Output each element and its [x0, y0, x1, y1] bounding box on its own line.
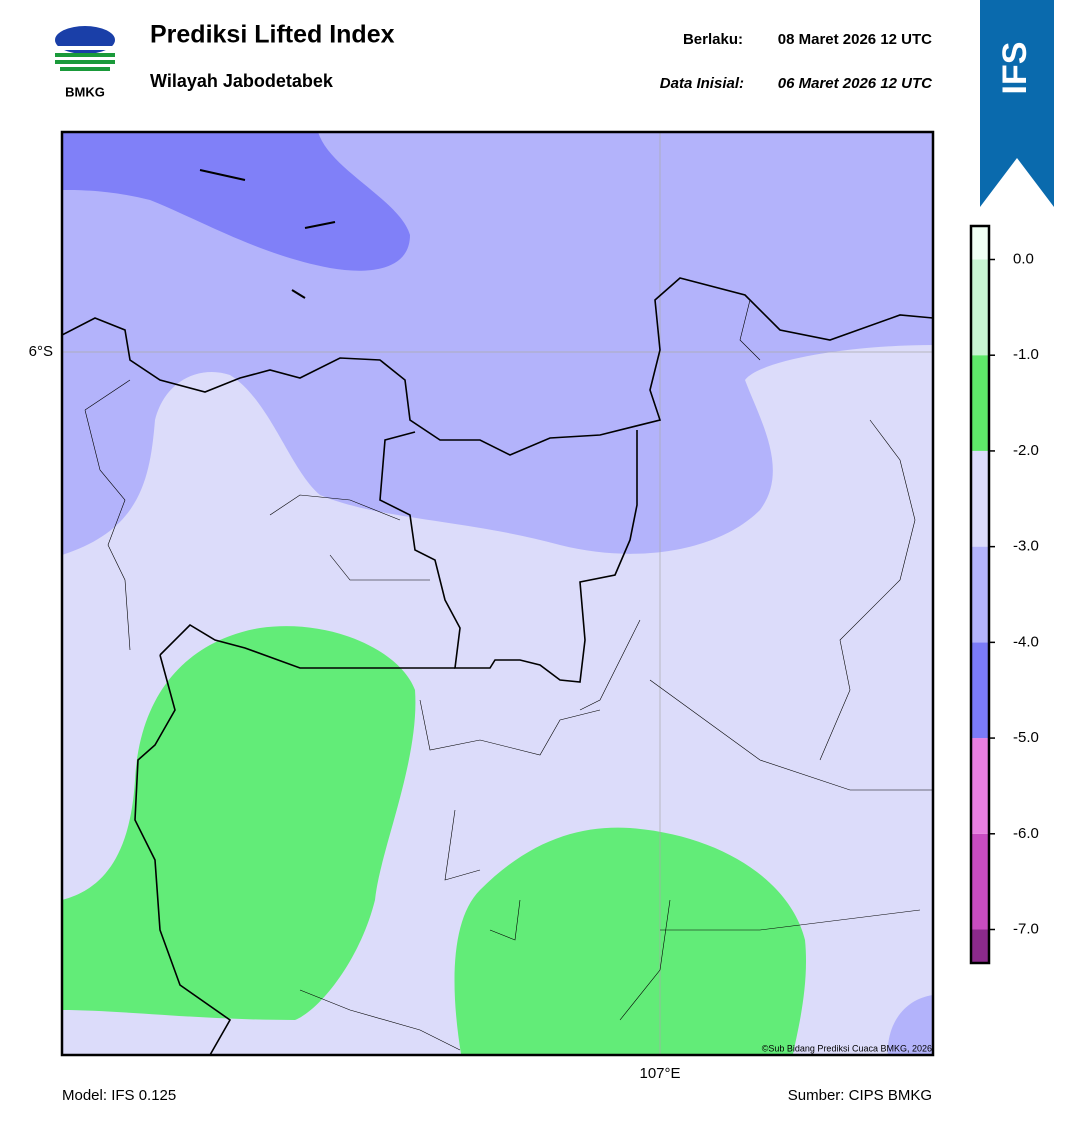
logo: BMKG: [55, 26, 115, 99]
init-label: Data Inisial:: [660, 75, 744, 92]
title: Prediksi Lifted Index: [150, 21, 395, 49]
credit: ©Sub Bidang Prediksi Cuaca BMKG, 2026: [762, 1043, 932, 1053]
footer-source: Sumber: CIPS BMKG: [788, 1087, 932, 1104]
badge: [980, 0, 1054, 207]
map: [62, 132, 933, 1055]
colorbar-tick-label: -3.0: [1013, 538, 1039, 555]
lat-label: 6°S: [29, 343, 53, 360]
valid-time: 08 Maret 2026 12 UTC: [778, 31, 932, 48]
map-frame: [60, 130, 935, 1057]
colorbar-tick-label: 0.0: [1013, 250, 1034, 267]
badge-text: IFS: [996, 42, 1034, 95]
init-time: 06 Maret 2026 12 UTC: [778, 75, 933, 92]
colorbar-segment: [971, 355, 989, 451]
colorbar-tick-label: -1.0: [1013, 346, 1039, 363]
footer-model: Model: IFS 0.125: [62, 1087, 176, 1104]
colorbar-tick-label: -4.0: [1013, 633, 1039, 650]
colorbar-frame: [969, 224, 991, 965]
colorbar-tick-label: -5.0: [1013, 729, 1039, 746]
valid-label: Berlaku:: [683, 31, 743, 48]
colorbar-segment: [971, 259, 989, 356]
colorbar-segment: [971, 546, 989, 643]
colorbar-segment: [971, 738, 989, 834]
colorbar-tick-label: -6.0: [1013, 825, 1039, 842]
colorbar-tick-label: -2.0: [1013, 442, 1039, 459]
subtitle: Wilayah Jabodetabek: [150, 71, 334, 91]
logo-text: BMKG: [65, 84, 105, 99]
lon-label: 107°E: [639, 1065, 680, 1082]
colorbar-segment: [971, 642, 989, 739]
colorbar-segment: [971, 226, 989, 260]
colorbar: 0.0 -1.0 -2.0 -3.0 -4.0 -5.0 -6.0 -7.0: [969, 224, 1039, 965]
colorbar-segment: [971, 833, 989, 930]
colorbar-tick-label: -7.0: [1013, 920, 1039, 937]
colorbar-segment: [971, 929, 989, 963]
colorbar-segment: [971, 450, 989, 547]
